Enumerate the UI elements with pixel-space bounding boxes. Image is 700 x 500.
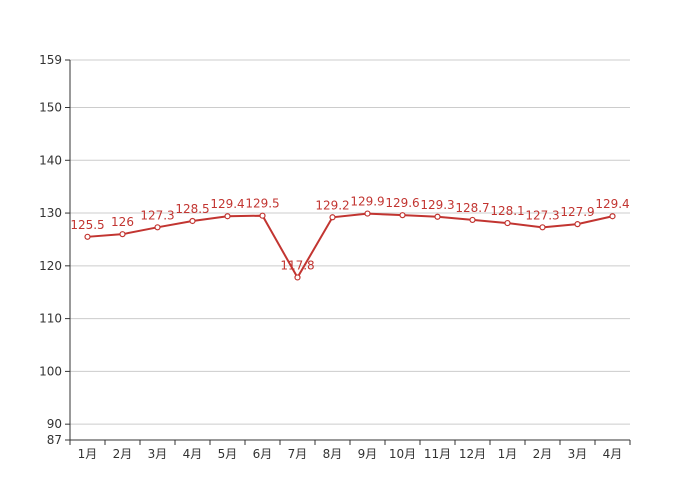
data-label: 129.3	[420, 198, 454, 212]
x-tick-label: 2月	[113, 447, 133, 461]
data-label: 128.5	[175, 202, 209, 216]
data-point	[469, 216, 476, 224]
data-point	[539, 224, 546, 231]
data-label: 127.3	[525, 208, 559, 222]
y-tick-label: 150	[39, 101, 62, 115]
x-tick-label: 1月	[78, 447, 98, 461]
data-points	[84, 210, 616, 281]
y-tick-label: 159	[39, 53, 62, 67]
data-point	[84, 233, 91, 240]
x-tick-label: 11月	[424, 447, 451, 461]
series-line	[87, 212, 613, 280]
data-label: 129.5	[245, 197, 279, 211]
data-point	[259, 212, 266, 219]
data-point	[574, 221, 581, 228]
data-label: 129.2	[315, 198, 349, 212]
data-label: 129.4	[210, 197, 244, 211]
y-tick-label: 100	[39, 364, 62, 378]
data-point	[189, 217, 196, 225]
data-point	[504, 219, 511, 227]
x-tick-label: 4月	[603, 447, 623, 461]
x-tick-label: 2月	[533, 447, 553, 461]
x-tick-label: 4月	[183, 447, 203, 461]
x-tick-label: 8月	[323, 447, 343, 461]
y-tick-label: 87	[47, 433, 62, 447]
data-label: 117.8	[280, 258, 314, 272]
x-tick-label: 6月	[253, 447, 273, 461]
data-point	[399, 212, 406, 219]
data-label: 129.6	[385, 196, 419, 210]
grid-lines	[70, 59, 630, 425]
data-point	[434, 213, 441, 220]
x-tick-label: 10月	[389, 447, 416, 461]
data-label: 129.4	[595, 197, 629, 211]
y-tick-label: 90	[47, 417, 62, 431]
data-label: 127.9	[560, 205, 594, 219]
x-axis-ticks: 1月 2月 3月 4月 5月 6月 7月 8月 9月 10月 11月 12月 1月 2月 3月 4月	[69, 440, 631, 461]
data-point	[224, 213, 231, 220]
x-tick-label: 5月	[218, 447, 238, 461]
data-point	[329, 214, 336, 221]
x-tick-label: 3月	[568, 447, 588, 461]
data-label: 125.5	[70, 218, 104, 232]
x-tick-label: 9月	[358, 447, 378, 461]
data-label: 128.1	[490, 204, 524, 218]
x-tick-label: 1月	[498, 447, 518, 461]
y-tick-label: 130	[39, 206, 62, 220]
x-tick-label: 7月	[288, 447, 308, 461]
y-tick-label: 140	[39, 153, 62, 167]
x-tick-label: 3月	[148, 447, 168, 461]
data-label: 129.9	[350, 195, 384, 209]
data-point	[294, 274, 301, 281]
data-point	[119, 231, 126, 238]
x-tick-label: 12月	[459, 447, 486, 461]
data-label: 127.3	[140, 208, 174, 222]
data-label: 126	[111, 215, 134, 229]
y-tick-label: 120	[39, 259, 62, 273]
y-tick-label: 110	[39, 312, 62, 326]
data-point	[364, 210, 371, 217]
data-point	[609, 213, 616, 220]
data-point	[154, 224, 161, 231]
y-axis-ticks: 87 90 100 110 120 130 140 150 159	[39, 53, 70, 447]
data-label: 128.7	[455, 201, 489, 215]
axes	[69, 60, 630, 441]
